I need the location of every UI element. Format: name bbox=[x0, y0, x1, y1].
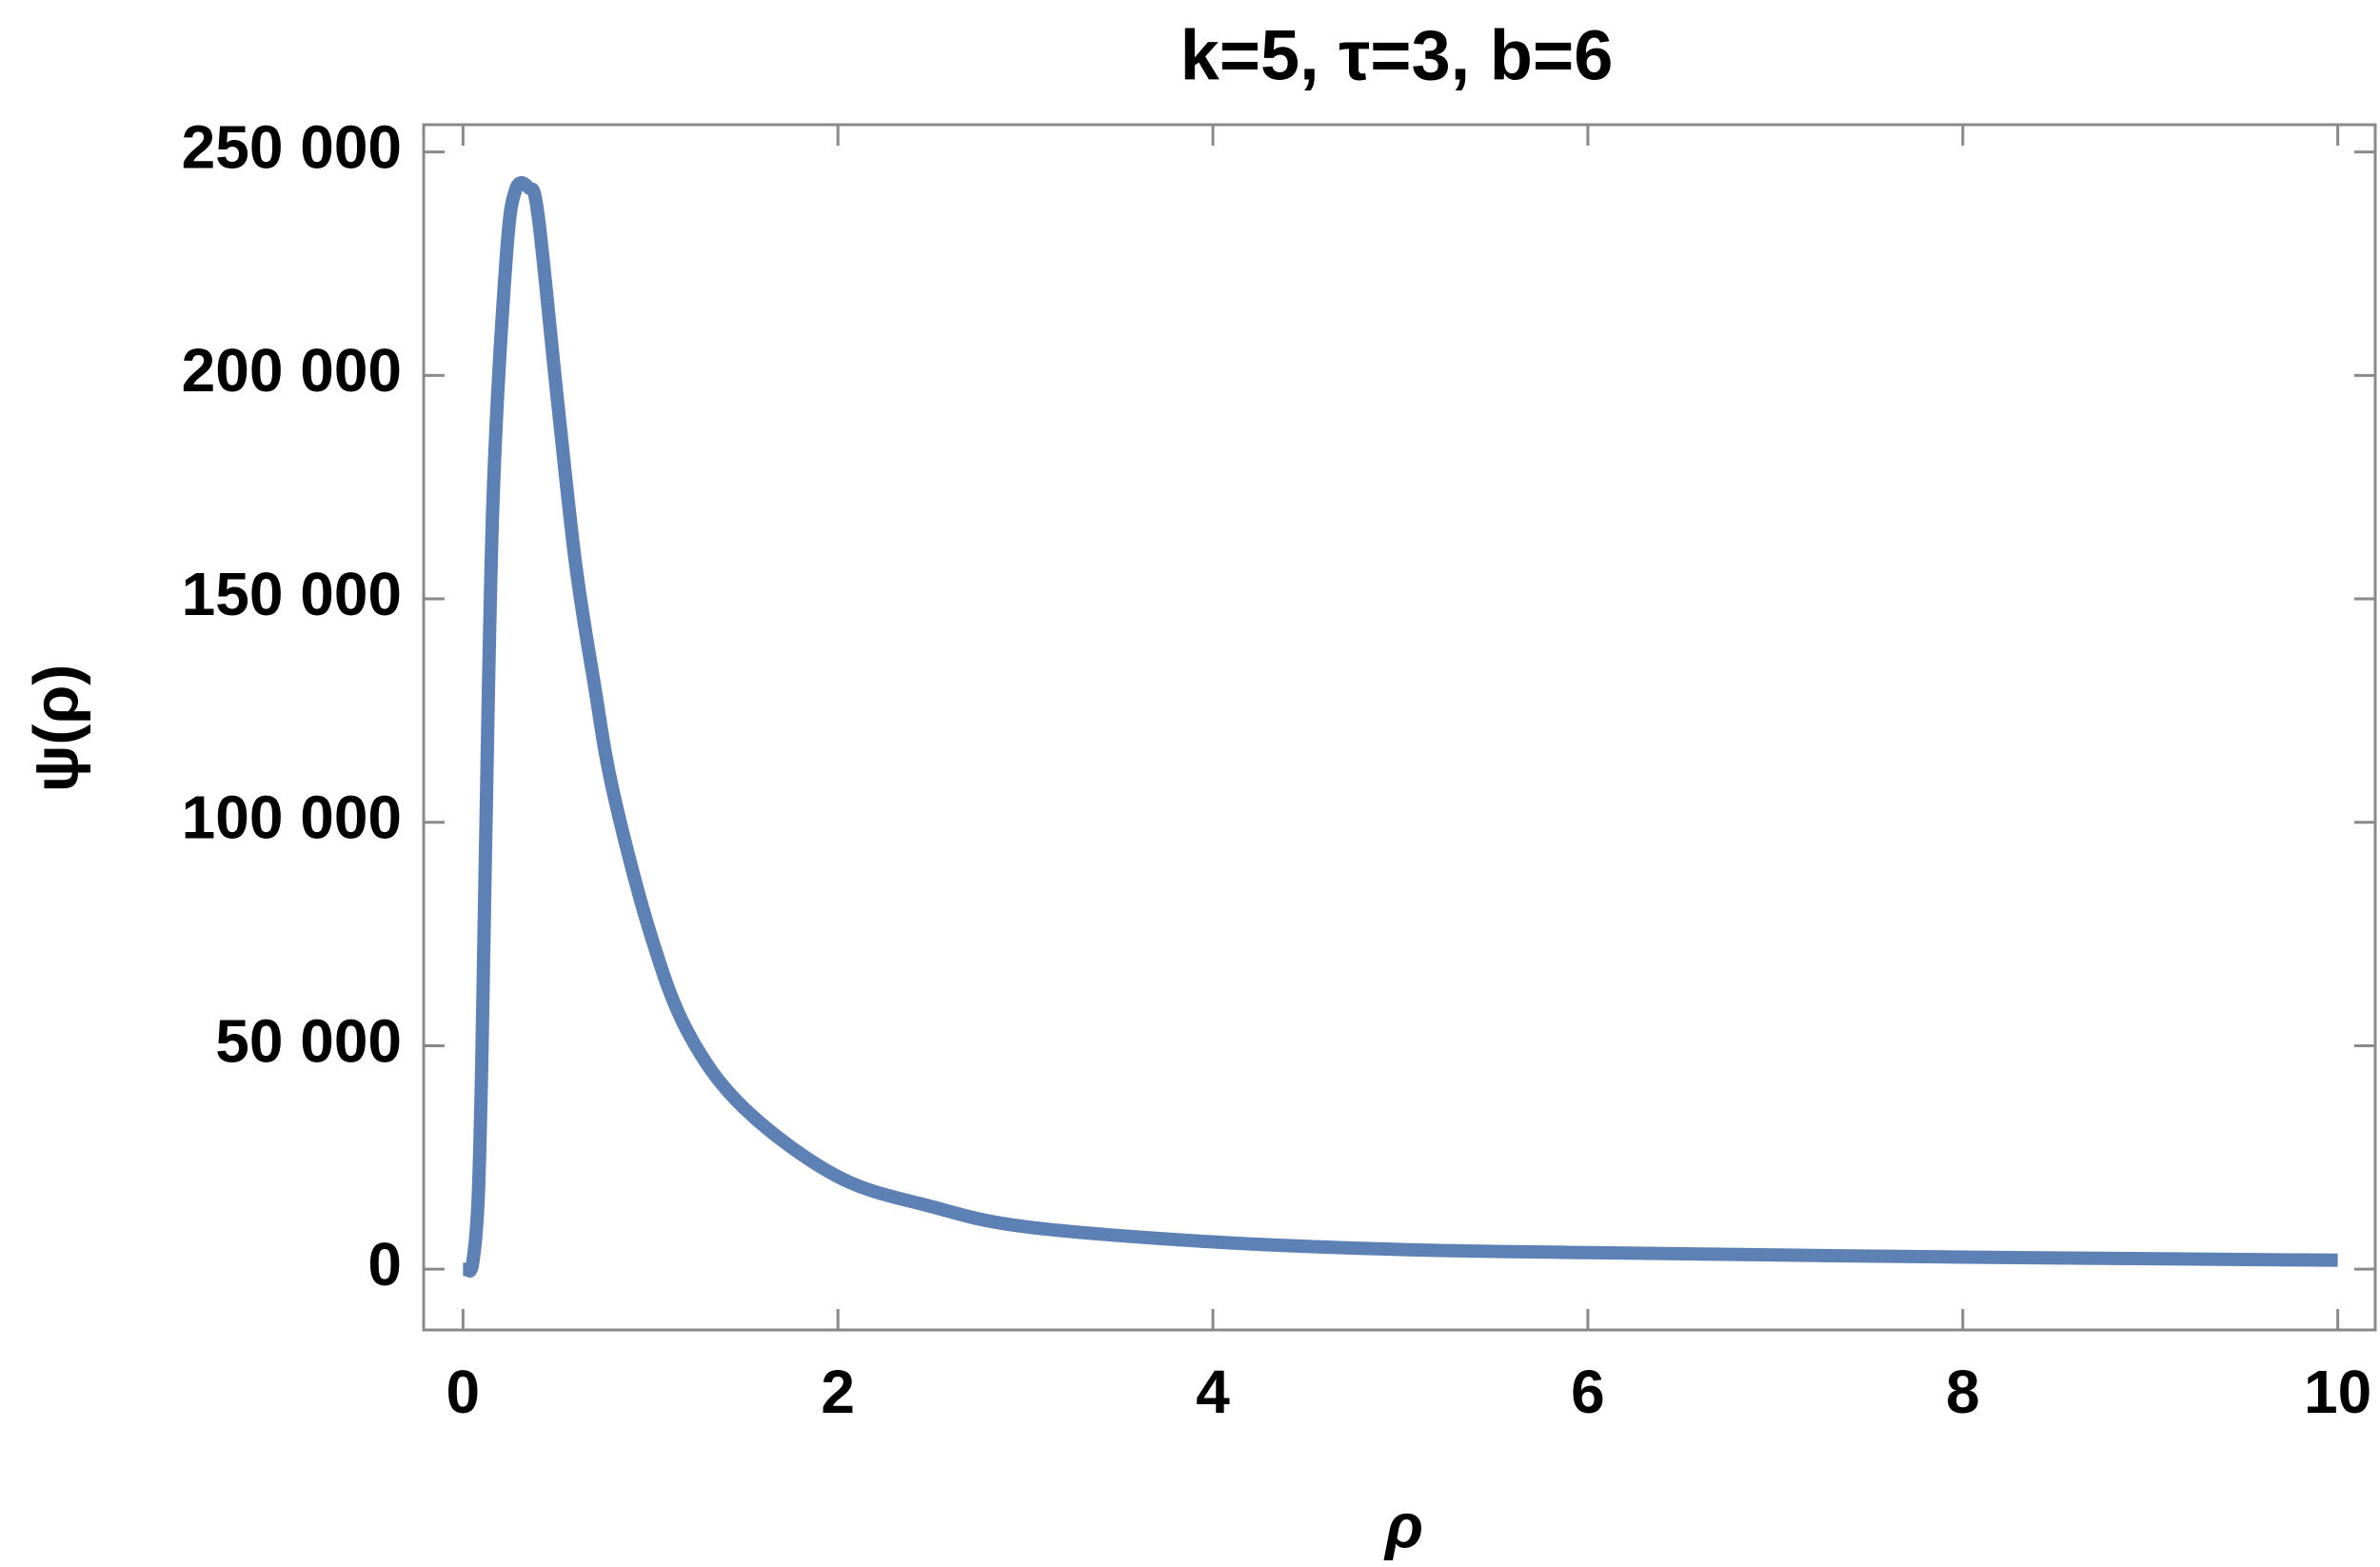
x-axis-label: ρ bbox=[1383, 1490, 1423, 1560]
y-tick-label: 150 000 bbox=[182, 560, 402, 628]
x-tick-label: 8 bbox=[1946, 1358, 1980, 1426]
y-tick-label: 100 000 bbox=[182, 784, 402, 852]
x-tick-label: 0 bbox=[446, 1358, 481, 1426]
x-tick-label: 4 bbox=[1196, 1358, 1230, 1426]
chart-title: k=5, τ=3, b=6 bbox=[1180, 16, 1614, 95]
x-tick-label: 10 bbox=[2304, 1358, 2371, 1426]
y-axis-label: ψ(ρ) bbox=[20, 664, 90, 793]
x-tick-label: 6 bbox=[1571, 1358, 1605, 1426]
y-tick-label: 200 000 bbox=[182, 336, 402, 405]
plot-frame bbox=[422, 123, 2377, 1332]
y-tick-label: 50 000 bbox=[215, 1006, 402, 1075]
data-line bbox=[460, 176, 2338, 1278]
x-tick-label: 2 bbox=[821, 1358, 855, 1426]
y-tick-label: 250 000 bbox=[182, 113, 402, 182]
y-tick-label: 0 bbox=[367, 1230, 402, 1299]
